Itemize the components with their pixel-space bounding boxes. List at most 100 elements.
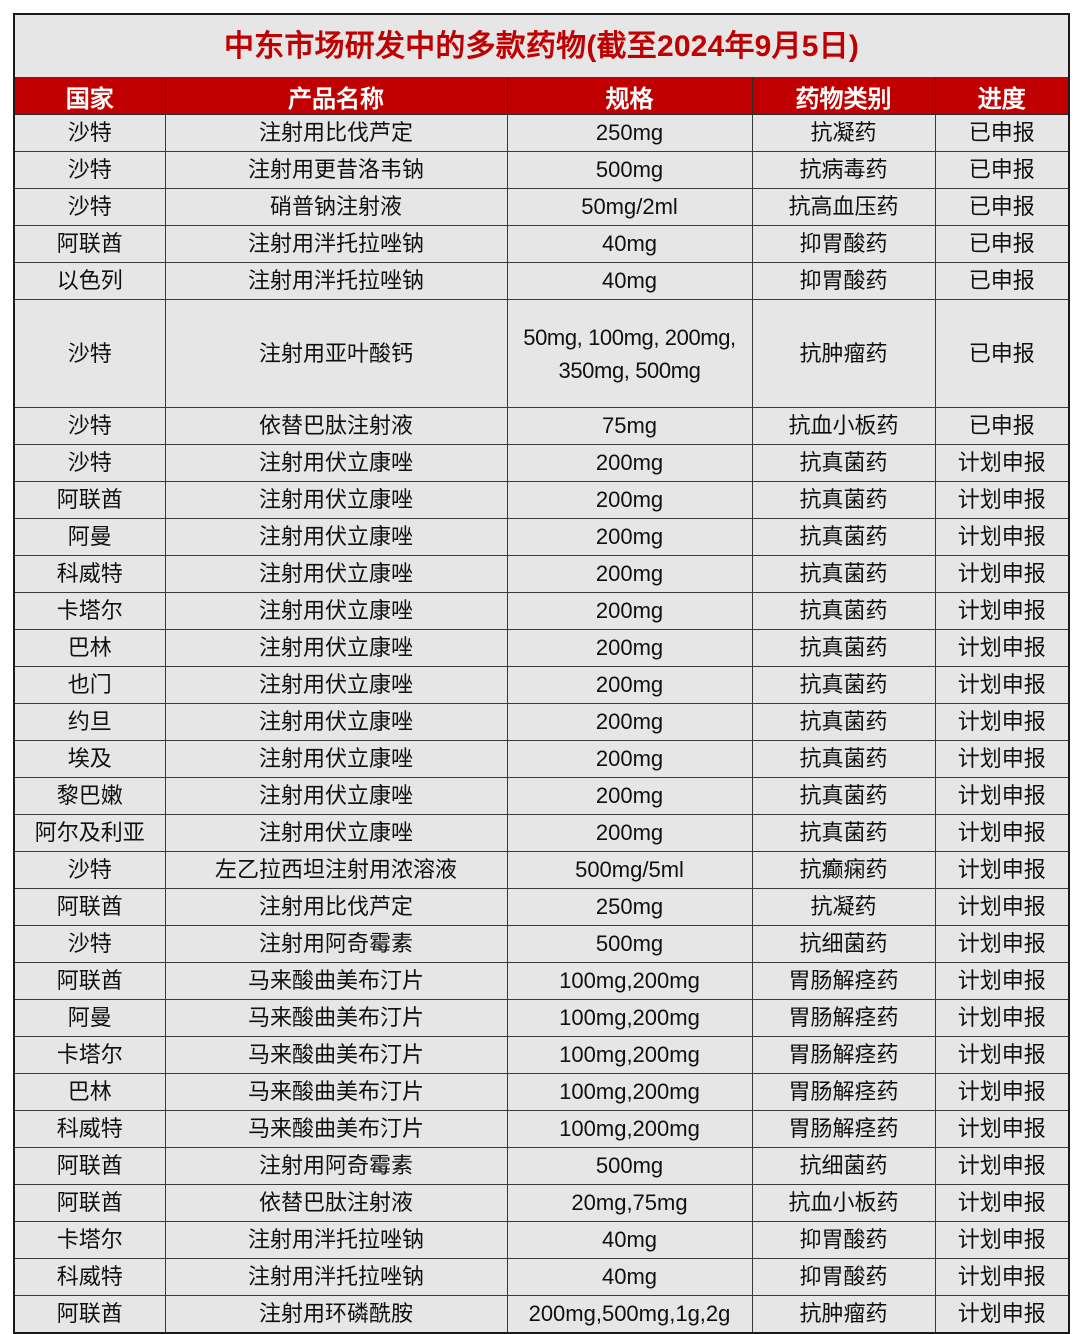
- cell-country: 卡塔尔: [13, 592, 166, 630]
- cell-spec: 40mg: [506, 225, 753, 263]
- cell-category: 抗真菌药: [751, 666, 936, 704]
- cell-progress: 计划申报: [934, 703, 1070, 741]
- cell-spec: 200mg: [506, 444, 753, 482]
- cell-country: 阿尔及利亚: [13, 814, 166, 852]
- table-row: 科威特 马来酸曲美布汀片 100mg,200mg 胃肠解痉药 计划申报: [13, 1110, 1070, 1148]
- table-row: 阿联酋 注射用比伐芦定 250mg 抗凝药 计划申报: [13, 888, 1070, 926]
- cell-spec: 40mg: [506, 1258, 753, 1296]
- cell-country: 沙特: [13, 407, 166, 445]
- cell-category: 抗细菌药: [751, 925, 936, 963]
- cell-spec: 250mg: [506, 114, 753, 152]
- cell-country: 沙特: [13, 444, 166, 482]
- cell-progress: 计划申报: [934, 1110, 1070, 1148]
- cell-country: 沙特: [13, 188, 166, 226]
- cell-product: 注射用伏立康唑: [164, 555, 508, 593]
- table-row: 阿联酋 马来酸曲美布汀片 100mg,200mg 胃肠解痉药 计划申报: [13, 962, 1070, 1000]
- table-body: 沙特 注射用比伐芦定 250mg 抗凝药 已申报 沙特 注射用更昔洛韦钠 500mg 抗病毒药已…: [13, 114, 1070, 1334]
- cell-progress: 计划申报: [934, 1073, 1070, 1111]
- cell-progress: 计划申报: [934, 814, 1070, 852]
- cell-country: 科威特: [13, 1258, 166, 1296]
- cell-spec: 20mg,75mg: [506, 1184, 753, 1222]
- table-row: 约旦 注射用伏立康唑 200mg 抗真菌药 计划申报: [13, 703, 1070, 741]
- cell-category: 抗真菌药: [751, 481, 936, 519]
- cell-spec: 500mg: [506, 1147, 753, 1185]
- table-row: 沙特 注射用更昔洛韦钠 500mg 抗病毒药 已申报: [13, 151, 1070, 189]
- cell-category: 抗血小板药: [751, 407, 936, 445]
- cell-progress: 计划申报: [934, 962, 1070, 1000]
- cell-category: 抗肿瘤药: [751, 299, 936, 408]
- cell-product: 注射用泮托拉唑钠: [164, 225, 508, 263]
- cell-category: 胃肠解痉药: [751, 1036, 936, 1074]
- cell-country: 卡塔尔: [13, 1036, 166, 1074]
- cell-product: 注射用泮托拉唑钠: [164, 1258, 508, 1296]
- cell-spec: 50mg, 100mg, 200mg, 350mg, 500mg: [506, 299, 753, 408]
- cell-progress: 计划申报: [934, 1184, 1070, 1222]
- cell-country: 也门: [13, 666, 166, 704]
- table-row: 阿尔及利亚 注射用伏立康唑 200mg 抗真菌药 计划申报: [13, 814, 1070, 852]
- cell-spec: 200mg: [506, 592, 753, 630]
- cell-country: 阿联酋: [13, 888, 166, 926]
- cell-product: 注射用伏立康唑: [164, 703, 508, 741]
- cell-progress: 已申报: [934, 188, 1070, 226]
- cell-progress: 计划申报: [934, 629, 1070, 667]
- cell-product: 左乙拉西坦注射用浓溶液: [164, 851, 508, 889]
- cell-spec: 100mg,200mg: [506, 1036, 753, 1074]
- cell-spec: 500mg: [506, 151, 753, 189]
- cell-product: 注射用亚叶酸钙: [164, 299, 508, 408]
- cell-category: 抗癫痫药: [751, 851, 936, 889]
- table-header-row: 国家 产品名称 规格 药物类别 进度: [13, 77, 1070, 115]
- table-row: 卡塔尔 注射用伏立康唑 200mg 抗真菌药 计划申报: [13, 592, 1070, 630]
- table-row: 巴林 注射用伏立康唑 200mg 抗真菌药 计划申报: [13, 629, 1070, 667]
- cell-country: 沙特: [13, 925, 166, 963]
- cell-progress: 计划申报: [934, 999, 1070, 1037]
- cell-country: 以色列: [13, 262, 166, 300]
- table-row: 科威特 注射用伏立康唑 200mg 抗真菌药 计划申报: [13, 555, 1070, 593]
- cell-category: 胃肠解痉药: [751, 999, 936, 1037]
- cell-country: 阿联酋: [13, 481, 166, 519]
- cell-product: 注射用伏立康唑: [164, 777, 508, 815]
- column-header-product[interactable]: 产品名称: [164, 77, 508, 115]
- cell-product: 马来酸曲美布汀片: [164, 1036, 508, 1074]
- cell-category: 抗真菌药: [751, 740, 936, 778]
- table-row: 沙特 注射用阿奇霉素 500mg 抗细菌药 计划申报: [13, 925, 1070, 963]
- cell-product: 马来酸曲美布汀片: [164, 1110, 508, 1148]
- table-row: 阿联酋 注射用阿奇霉素 500mg 抗细菌药 计划申报: [13, 1147, 1070, 1185]
- column-header-category[interactable]: 药物类别: [751, 77, 936, 115]
- cell-spec: 200mg: [506, 666, 753, 704]
- cell-progress: 已申报: [934, 299, 1070, 408]
- cell-spec: 50mg/2ml: [506, 188, 753, 226]
- table-row: 也门 注射用伏立康唑 200mg 抗真菌药 计划申报: [13, 666, 1070, 704]
- table-row: 沙特 依替巴肽注射液 75mg 抗血小板药 已申报: [13, 407, 1070, 445]
- table-row: 沙特 注射用比伐芦定 250mg 抗凝药 已申报: [13, 114, 1070, 152]
- cell-spec: 200mg: [506, 777, 753, 815]
- cell-progress: 计划申报: [934, 888, 1070, 926]
- cell-product: 马来酸曲美布汀片: [164, 962, 508, 1000]
- cell-spec: 40mg: [506, 1221, 753, 1259]
- column-header-spec[interactable]: 规格: [506, 77, 753, 115]
- cell-category: 胃肠解痉药: [751, 1073, 936, 1111]
- cell-country: 阿联酋: [13, 1295, 166, 1334]
- cell-spec: 200mg: [506, 740, 753, 778]
- cell-country: 阿曼: [13, 999, 166, 1037]
- table-row: 卡塔尔 注射用泮托拉唑钠 40mg 抑胃酸药 计划申报: [13, 1221, 1070, 1259]
- column-header-country[interactable]: 国家: [13, 77, 166, 115]
- cell-category: 抑胃酸药: [751, 225, 936, 263]
- table-row: 卡塔尔 马来酸曲美布汀片 100mg,200mg 胃肠解痉药 计划申报: [13, 1036, 1070, 1074]
- cell-category: 抑胃酸药: [751, 262, 936, 300]
- column-header-progress[interactable]: 进度: [934, 77, 1070, 115]
- cell-product: 注射用泮托拉唑钠: [164, 262, 508, 300]
- cell-progress: 已申报: [934, 407, 1070, 445]
- cell-product: 注射用泮托拉唑钠: [164, 1221, 508, 1259]
- cell-spec: 250mg: [506, 888, 753, 926]
- table-row: 以色列 注射用泮托拉唑钠 40mg 抑胃酸药 已申报: [13, 262, 1070, 300]
- cell-progress: 已申报: [934, 225, 1070, 263]
- cell-progress: 计划申报: [934, 1147, 1070, 1185]
- table-row: 黎巴嫩 注射用伏立康唑 200mg 抗真菌药 计划申报: [13, 777, 1070, 815]
- cell-progress: 计划申报: [934, 925, 1070, 963]
- cell-spec: 100mg,200mg: [506, 962, 753, 1000]
- cell-category: 抗高血压药: [751, 188, 936, 226]
- cell-product: 马来酸曲美布汀片: [164, 1073, 508, 1111]
- cell-spec: 500mg: [506, 925, 753, 963]
- cell-product: 注射用环磷酰胺: [164, 1295, 508, 1334]
- cell-spec: 200mg: [506, 555, 753, 593]
